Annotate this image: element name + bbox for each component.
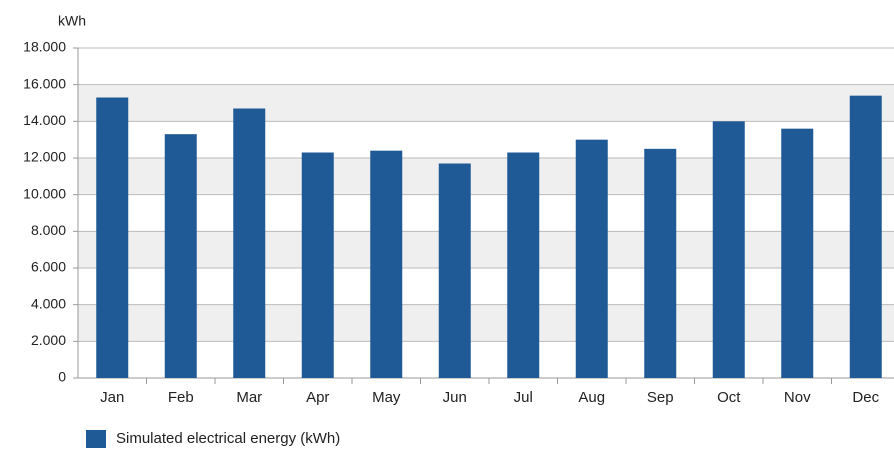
grid-band	[78, 304, 894, 342]
bar	[370, 150, 403, 378]
bar	[507, 152, 540, 378]
bar	[233, 108, 266, 378]
x-tick-label: Sep	[647, 389, 674, 406]
legend-swatch	[86, 430, 106, 448]
y-tick-label: 14.000	[23, 112, 66, 128]
bar	[849, 95, 882, 379]
x-tick-label: Aug	[578, 389, 605, 406]
bar	[164, 134, 197, 378]
grid-band	[78, 84, 894, 122]
y-tick-label: 18.000	[23, 39, 66, 55]
x-tick-label: May	[372, 389, 401, 406]
grid-band	[78, 231, 894, 268]
bar	[644, 148, 677, 378]
bar	[96, 97, 129, 378]
bar	[712, 121, 745, 378]
y-tick-label: 10.000	[23, 185, 66, 201]
bar	[438, 163, 471, 378]
y-axis-label: kWh	[58, 13, 86, 29]
y-tick-label: 12.000	[23, 149, 66, 165]
y-tick-label: 4.000	[31, 295, 66, 311]
y-tick-label: 6.000	[31, 259, 66, 275]
x-tick-label: Feb	[168, 389, 194, 406]
x-tick-label: Jul	[514, 389, 533, 406]
x-tick-label: Apr	[306, 389, 329, 406]
bar	[575, 139, 608, 378]
x-tick-label: Jan	[100, 389, 124, 406]
y-tick-label: 0	[58, 369, 66, 385]
y-tick-label: 8.000	[31, 222, 66, 238]
x-tick-label: Dec	[852, 389, 879, 406]
bar	[301, 152, 334, 378]
grid-band	[78, 158, 894, 195]
y-tick-label: 2.000	[31, 332, 66, 348]
bar	[781, 128, 814, 378]
x-tick-label: Oct	[717, 389, 741, 406]
x-tick-label: Nov	[784, 389, 811, 406]
x-tick-label: Mar	[236, 389, 262, 406]
y-tick-label: 16.000	[23, 75, 66, 91]
legend-label: Simulated electrical energy (kWh)	[116, 430, 340, 447]
x-tick-label: Jun	[443, 389, 467, 406]
